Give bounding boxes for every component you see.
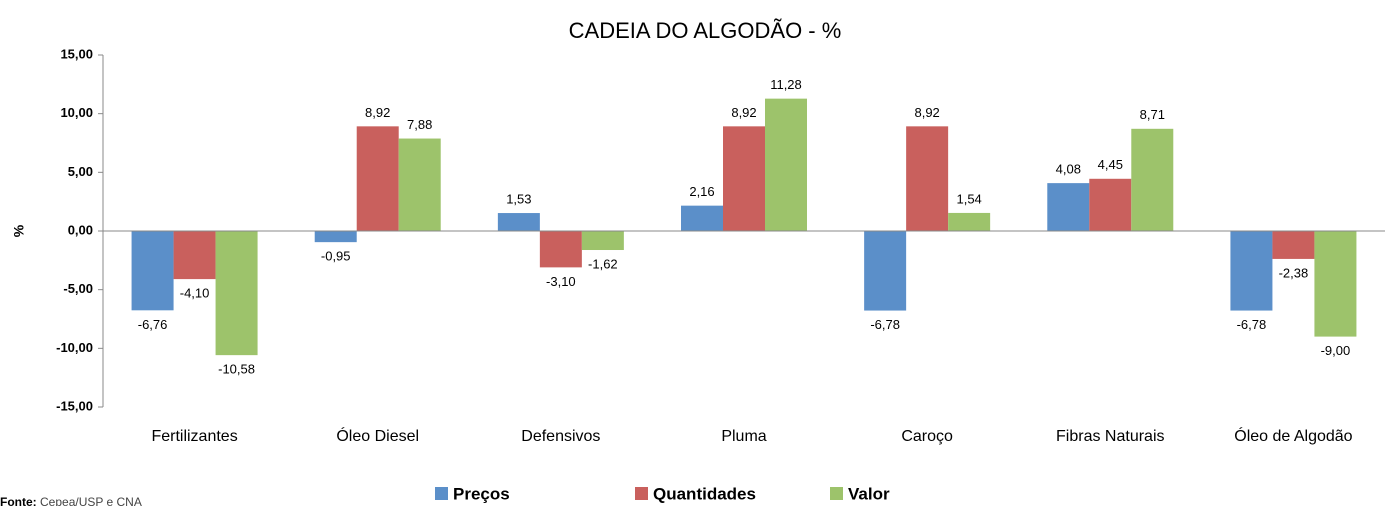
x-tick-label: Pluma — [721, 428, 766, 445]
bar — [681, 205, 723, 231]
data-label: -10,58 — [218, 362, 255, 377]
bar — [398, 138, 441, 231]
bar — [906, 126, 949, 231]
source-text: Cepea/USP e CNA — [40, 495, 142, 506]
chart-title: CADEIA DO ALGODÃO - % — [569, 18, 842, 43]
data-label: -4,10 — [180, 286, 210, 301]
y-tick-label: 15,00 — [60, 46, 93, 61]
data-label: 4,08 — [1056, 162, 1081, 177]
data-label: -1,62 — [588, 256, 618, 271]
bar — [497, 213, 540, 231]
y-tick-label: 5,00 — [68, 164, 93, 179]
data-label: -0,95 — [321, 249, 351, 264]
legend-swatch — [435, 487, 448, 500]
bar — [314, 231, 357, 243]
bar — [765, 98, 807, 231]
data-label: 8,71 — [1140, 107, 1165, 122]
bar — [1314, 231, 1357, 337]
bar — [1089, 178, 1132, 231]
source-note: Fonte: Cepea/USP e CNA — [0, 495, 142, 506]
y-tick-label: 0,00 — [68, 222, 93, 237]
data-label: 1,54 — [956, 191, 981, 206]
y-tick-label: -5,00 — [63, 281, 93, 296]
bar — [1047, 183, 1090, 231]
bar — [1230, 231, 1273, 311]
data-label: 8,92 — [731, 105, 756, 120]
x-tick-label: Óleo de Algodão — [1234, 426, 1352, 445]
legend-label: Preços — [453, 484, 510, 503]
bar — [1131, 128, 1174, 231]
data-label: -3,10 — [546, 274, 576, 289]
x-tick-label: Fibras Naturais — [1056, 428, 1164, 445]
legend-label: Valor — [848, 484, 890, 503]
data-label: -9,00 — [1321, 343, 1351, 358]
bar — [723, 126, 765, 231]
data-label: 7,88 — [407, 117, 432, 132]
bar — [173, 231, 216, 280]
bar — [131, 231, 174, 311]
data-label: -2,38 — [1279, 265, 1309, 280]
data-label: 8,92 — [365, 105, 390, 120]
data-label: 11,28 — [770, 77, 802, 92]
data-label: 2,16 — [689, 184, 714, 199]
bar — [581, 231, 624, 251]
y-tick-label: -10,00 — [56, 340, 93, 355]
data-label: 1,53 — [506, 191, 531, 206]
x-tick-label: Defensivos — [521, 428, 600, 445]
data-label: -6,78 — [1237, 317, 1267, 332]
data-label: 4,45 — [1098, 157, 1123, 172]
y-tick-label: -15,00 — [56, 398, 93, 413]
x-tick-label: Caroço — [901, 428, 953, 445]
bar — [215, 231, 258, 356]
data-label: -6,78 — [870, 317, 900, 332]
x-tick-label: Óleo Diesel — [336, 426, 419, 445]
bar — [864, 231, 907, 311]
bar — [356, 126, 399, 231]
data-label: -6,76 — [138, 317, 168, 332]
source-label: Fonte: — [0, 495, 37, 506]
legend-swatch — [830, 487, 843, 500]
bar — [948, 212, 991, 231]
bar — [539, 231, 582, 268]
x-tick-label: Fertilizantes — [151, 428, 237, 445]
data-label: 8,92 — [914, 105, 939, 120]
y-tick-label: 10,00 — [60, 105, 93, 120]
legend-swatch — [635, 487, 648, 500]
bar — [1272, 231, 1315, 259]
y-axis-label: % — [11, 224, 27, 237]
legend-label: Quantidades — [653, 484, 756, 503]
